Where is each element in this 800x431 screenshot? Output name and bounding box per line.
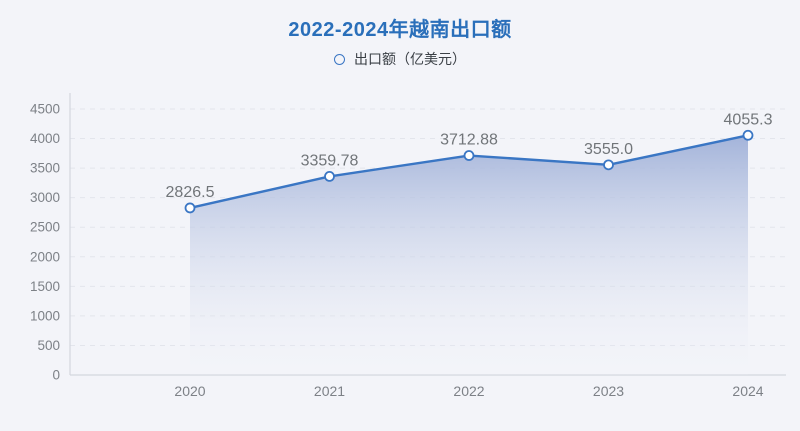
y-tick-label: 4000 [30, 131, 60, 146]
legend-label: 出口额（亿美元） [354, 51, 466, 67]
data-point-2021[interactable] [324, 170, 335, 182]
x-tick-label: 2020 [174, 383, 205, 399]
area-fill [190, 135, 748, 375]
data-label: 4055.3 [724, 111, 773, 128]
data-point-2023[interactable] [603, 159, 614, 171]
legend-circle-icon [334, 53, 345, 65]
x-tick-label: 2023 [593, 383, 624, 399]
y-tick-label: 1000 [30, 308, 60, 323]
data-label: 2826.5 [166, 184, 215, 201]
x-tick-label: 2021 [314, 383, 345, 399]
data-label: 3555.0 [584, 141, 633, 158]
data-label: 3712.88 [440, 132, 498, 149]
legend-item-export[interactable]: 出口额（亿美元） [0, 49, 800, 69]
y-tick-label: 1500 [30, 279, 60, 294]
y-tick-label: 2000 [30, 249, 60, 264]
y-tick-label: 3500 [30, 161, 60, 176]
y-tick-label: 500 [37, 338, 60, 353]
chart-title: 2022-2024年越南出口额 [288, 19, 512, 41]
data-label: 3359.78 [301, 152, 359, 169]
data-point-2022[interactable] [463, 150, 475, 161]
data-point-2020[interactable] [184, 202, 196, 214]
y-tick-label: 2500 [30, 220, 60, 235]
y-tick-label: 3000 [30, 190, 60, 205]
data-point-2024[interactable] [742, 129, 754, 141]
y-tick-label: 4500 [30, 102, 60, 117]
x-tick-label: 2022 [453, 383, 484, 399]
y-tick-label: 0 [52, 368, 60, 383]
x-tick-label: 2024 [732, 383, 763, 399]
